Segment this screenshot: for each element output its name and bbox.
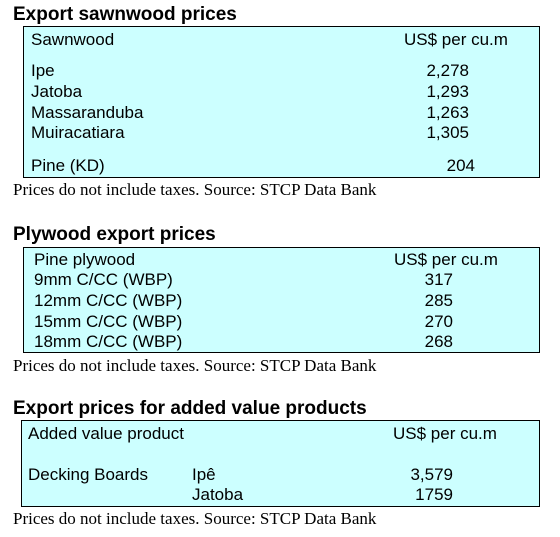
plywood-row-name: 15mm C/CC (WBP) — [34, 312, 183, 331]
plywood-row-name: 9mm C/CC (WBP) — [34, 270, 173, 289]
plywood-table: Pine plywood US$ per cu.m 9mm C/CC (WBP)… — [23, 247, 540, 353]
sawnwood-row-name: Jatoba — [31, 82, 83, 101]
sawnwood-pine-name: Pine (KD) — [31, 156, 105, 175]
sawnwood-table: Sawnwood US$ per cu.m Ipe 2,278 Jatoba 1… — [23, 26, 540, 178]
sawnwood-row-price: 1,293 — [426, 82, 469, 101]
plywood-row-price: 317 — [424, 270, 453, 289]
added-value-product-name: Decking Boards — [28, 465, 149, 484]
sawnwood-row-name: Ipe — [31, 61, 55, 80]
added-value-col-product: Added value product — [28, 424, 184, 443]
plywood-row-price: 285 — [424, 291, 453, 310]
sawnwood-row-name: Massaranduba — [31, 103, 144, 122]
sawnwood-col-price: US$ per cu.m — [404, 30, 508, 49]
sawnwood-pine-price: 204 — [446, 156, 475, 175]
plywood-col-product: Pine plywood — [34, 250, 136, 269]
added-value-col-price: US$ per cu.m — [393, 424, 497, 443]
added-value-species: Jatoba — [192, 485, 244, 504]
sawnwood-note: Prices do not include taxes. Source: STC… — [13, 180, 377, 199]
sawnwood-row-price: 2,278 — [426, 61, 469, 80]
plywood-col-price: US$ per cu.m — [394, 250, 498, 269]
plywood-row-price: 268 — [424, 332, 453, 351]
sawnwood-row-name: Muiracatiara — [31, 123, 125, 142]
sawnwood-row-price: 1,263 — [426, 103, 469, 122]
plywood-note: Prices do not include taxes. Source: STC… — [13, 356, 377, 375]
sawnwood-row-price: 1,305 — [426, 123, 469, 142]
added-value-price: 1759 — [415, 485, 453, 504]
added-value-table: Added value product US$ per cu.m Decking… — [21, 420, 540, 507]
plywood-row-price: 270 — [424, 312, 453, 331]
added-value-heading: Export prices for added value products — [13, 398, 367, 419]
sawnwood-col-product: Sawnwood — [31, 30, 115, 49]
plywood-row-name: 12mm C/CC (WBP) — [34, 291, 183, 310]
plywood-heading: Plywood export prices — [13, 224, 216, 245]
added-value-species: Ipê — [192, 465, 216, 484]
plywood-row-name: 18mm C/CC (WBP) — [34, 332, 183, 351]
added-value-note: Prices do not include taxes. Source: STC… — [13, 509, 377, 528]
sawnwood-heading: Export sawnwood prices — [13, 4, 237, 25]
added-value-price: 3,579 — [410, 465, 453, 484]
